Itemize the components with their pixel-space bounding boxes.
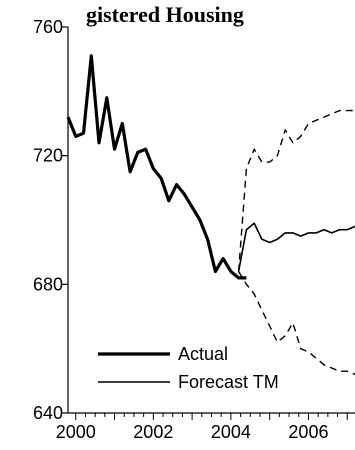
series-line-band-3	[238, 271, 355, 376]
y-tick-label: 680	[33, 274, 63, 294]
plot-area	[66, 54, 355, 376]
legend: Actual Forecast TM	[98, 344, 279, 392]
x-tick-label: 2004	[211, 422, 251, 442]
legend-label: Forecast TM	[178, 372, 279, 392]
chart-title: gistered Housing	[86, 2, 244, 27]
series-line-forecast-tm	[237, 222, 355, 272]
x-tick-label: 2000	[56, 422, 96, 442]
legend-label: Actual	[178, 344, 228, 364]
y-tick-label: 640	[33, 403, 63, 423]
axes: 640 680 720 760 2000 2002 2004 2006	[33, 17, 355, 442]
series-line-actual	[66, 54, 247, 280]
x-tick-label: 2002	[133, 422, 173, 442]
y-tick-label: 760	[33, 17, 63, 37]
series-line-band-2	[237, 109, 355, 272]
y-tick-label: 720	[33, 146, 63, 166]
x-tick-label: 2006	[288, 422, 328, 442]
